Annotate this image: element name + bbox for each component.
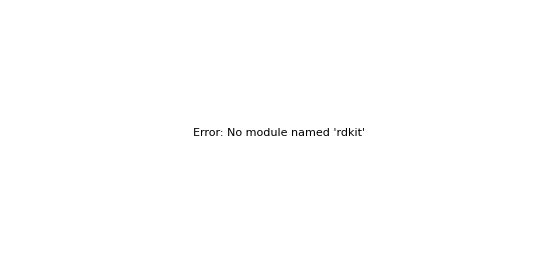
Text: Error: No module named 'rdkit': Error: No module named 'rdkit' xyxy=(193,128,366,139)
